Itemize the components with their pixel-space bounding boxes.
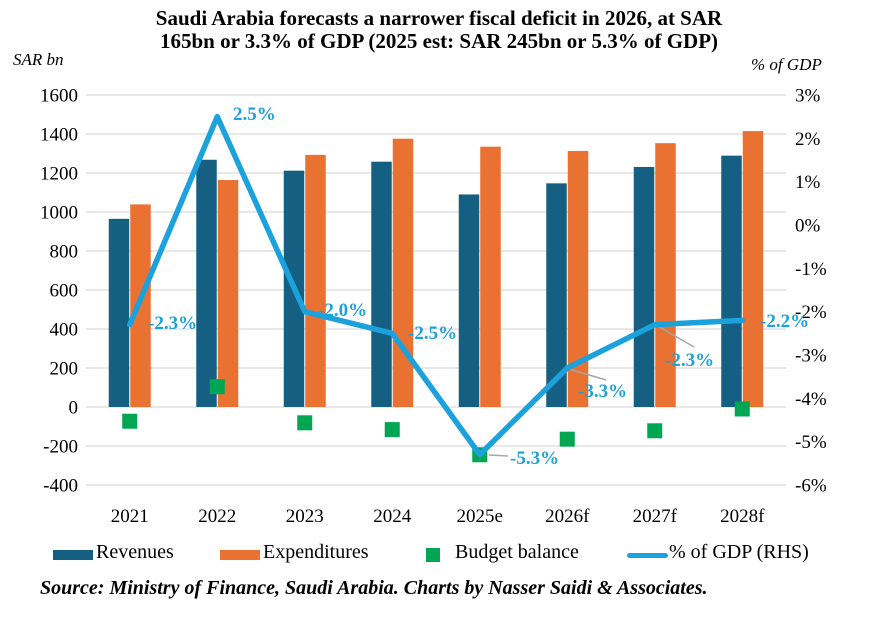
right-axis-tick: -3% [795, 346, 827, 367]
bar-revenues-2021 [109, 219, 130, 407]
right-axis-tick: 0% [795, 216, 821, 237]
revenues-legend-swatch [53, 550, 93, 560]
gdp-line-legend-swatch [627, 553, 668, 558]
bar-expenditures-2028f [743, 131, 764, 407]
bar-revenues-2025e [459, 194, 480, 407]
bar-expenditures-2025e [480, 147, 501, 407]
bar-expenditures-2024 [393, 139, 414, 407]
left-axis-tick: 1400 [40, 125, 78, 146]
marker-budget-balance-2021 [122, 414, 137, 429]
left-axis-tick: -400 [43, 476, 78, 497]
x-axis-label-2025e: 2025e [457, 506, 503, 527]
right-axis-tick: 1% [795, 172, 821, 193]
right-axis-tick: -1% [795, 259, 827, 280]
left-axis-tick: 1600 [40, 86, 78, 107]
bar-revenues-2027f [634, 167, 655, 407]
gdp-label-2022: 2.5% [233, 104, 276, 125]
left-axis-tick: 400 [50, 320, 79, 341]
gdp-label-2023: -2.0% [318, 300, 367, 321]
legend-label-gdp-line: % of GDP (RHS) [669, 541, 809, 564]
bar-revenues-2024 [371, 162, 392, 407]
marker-budget-balance-2026f [560, 432, 575, 447]
left-axis-tick: 1000 [40, 203, 78, 224]
x-axis-label-2024: 2024 [373, 506, 412, 527]
gdp-label-2026f: -3.3% [578, 381, 627, 402]
bar-revenues-2028f [721, 156, 742, 407]
marker-budget-balance-2022 [210, 379, 225, 394]
left-axis-tick: 1200 [40, 164, 78, 185]
marker-budget-balance-2027f [647, 423, 662, 438]
marker-budget-balance-2023 [297, 415, 312, 430]
left-axis-tick: -200 [43, 437, 78, 458]
x-axis-label-2028f: 2028f [720, 506, 765, 527]
label-leader-line [489, 455, 508, 456]
left-axis-tick: 800 [50, 242, 79, 263]
legend-label-revenues: Revenues [96, 541, 174, 564]
right-axis-tick: -5% [795, 432, 827, 453]
source-note: Source: Ministry of Finance, Saudi Arabi… [40, 577, 708, 600]
right-axis-tick: -6% [795, 476, 827, 497]
legend-label-expenditures: Expenditures [263, 541, 369, 564]
marker-budget-balance-2028f [735, 401, 750, 416]
right-axis-tick: 3% [795, 86, 821, 107]
expenditures-legend-swatch [220, 550, 260, 560]
bar-expenditures-2023 [305, 155, 326, 407]
right-axis-tick: 2% [795, 129, 821, 150]
gdp-label-2027f: -2.3% [665, 350, 714, 371]
left-axis-tick: 200 [50, 359, 79, 380]
x-axis-label-2022: 2022 [198, 506, 236, 527]
fiscal-chart-figure: Saudi Arabia forecasts a narrower fiscal… [0, 0, 878, 624]
gdp-label-2025e: -5.3% [510, 448, 559, 469]
x-axis-label-2027f: 2027f [633, 506, 678, 527]
budget-balance-legend-swatch [426, 548, 440, 562]
bar-revenues-2022 [196, 160, 217, 407]
gdp-label-2024: -2.5% [408, 323, 457, 344]
gdp-label-2021: -2.3% [148, 313, 197, 334]
x-axis-label-2026f: 2026f [545, 506, 590, 527]
fiscal-chart-canvas: 1600 1400 1200 1000 800 600 400 200 0 -200 -400 3% 2… [0, 0, 878, 624]
left-axis-tick: 600 [50, 281, 79, 302]
bar-expenditures-2022 [218, 180, 239, 407]
x-axis-label-2023: 2023 [286, 506, 324, 527]
marker-budget-balance-2024 [385, 422, 400, 437]
right-axis-tick: -4% [795, 389, 827, 410]
legend-label-budget-balance: Budget balance [455, 541, 579, 564]
x-axis-label-2021: 2021 [111, 506, 149, 527]
left-axis-tick: 0 [69, 398, 79, 419]
gdp-label-2028f: -2.2% [760, 311, 809, 332]
